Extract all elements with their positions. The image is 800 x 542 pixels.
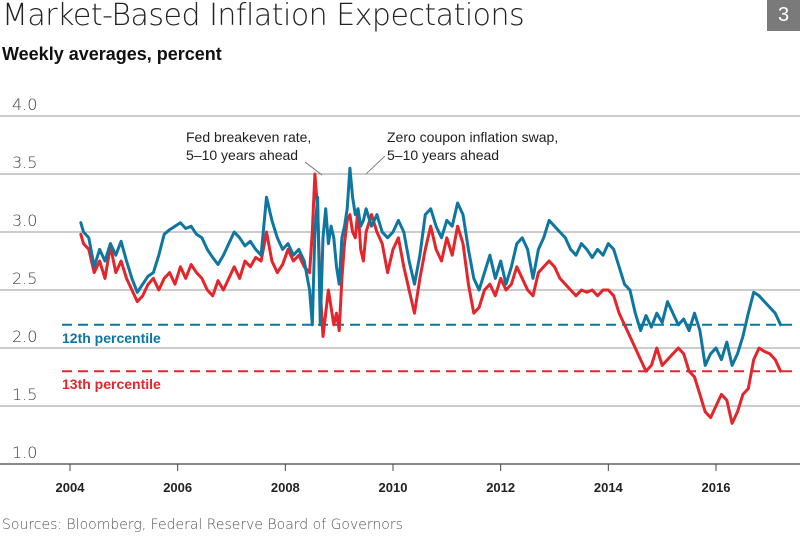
annotation-breakeven-line1: Fed breakeven rate, (186, 129, 311, 145)
figure-number-badge: 3 (767, 0, 800, 31)
annotation-swap-line2: 5–10 years ahead (387, 147, 499, 163)
annotation-leader-swap (365, 155, 386, 175)
chart-title: Market-Based Inflation Expectations (2, 0, 525, 33)
x-tick-label: 2004 (56, 480, 86, 495)
y-tick-label: 3.5 (12, 153, 37, 172)
x-tick-label: 2006 (163, 480, 192, 495)
y-tick-label: 1.0 (12, 443, 37, 462)
x-tick-label: 2016 (702, 480, 731, 495)
source-note: Sources: Bloomberg, Federal Reserve Boar… (2, 517, 403, 533)
reference-lines: 12th percentile 13th percentile (62, 323, 798, 392)
y-tick-label: 2.0 (12, 327, 37, 346)
x-tick-label: 2012 (486, 480, 515, 495)
x-tick-label: 2014 (594, 480, 624, 495)
reference-line-label: 13th percentile (62, 376, 161, 392)
annotations: Fed breakeven rate, 5–10 years ahead Zero … (186, 129, 558, 176)
x-axis: 2004 2006 2008 2010 2012 2014 2016 (0, 463, 800, 495)
series-line-inflation-swap (79, 166, 783, 367)
y-tick-label: 4.0 (12, 95, 37, 114)
series-line-breakeven-rate (79, 172, 783, 425)
y-tick-label: 2.5 (12, 269, 37, 288)
y-tick-label: 3.0 (12, 211, 37, 230)
chart-subtitle: Weekly averages, percent (2, 44, 222, 64)
series-lines (79, 166, 783, 425)
x-tick-label: 2010 (379, 480, 408, 495)
y-axis-ticks: 1.0 1.5 2.0 2.5 3.0 3.5 4.0 (12, 95, 37, 462)
annotation-breakeven-line2: 5–10 years ahead (186, 147, 298, 163)
x-tick-label: 2008 (271, 480, 300, 495)
annotation-leader-breakeven (304, 161, 323, 176)
reference-line-label: 12th percentile (62, 330, 161, 346)
annotation-swap-line1: Zero coupon inflation swap, (387, 129, 558, 145)
y-tick-label: 1.5 (12, 385, 37, 404)
